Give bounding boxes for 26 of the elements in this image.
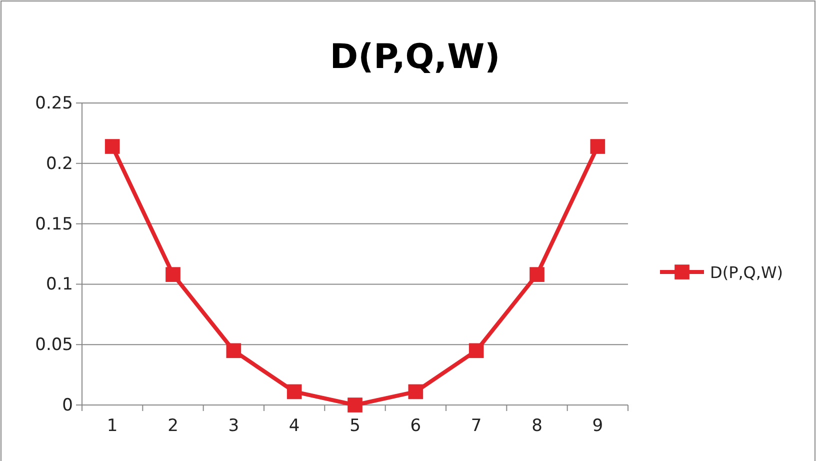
x-tick-label: 2 <box>168 416 178 436</box>
point <box>226 343 242 358</box>
x-tick-label: 8 <box>532 416 542 436</box>
x-tick-label: 9 <box>592 416 604 436</box>
y-tick-label: 0.05 <box>35 335 73 356</box>
y-tick-label: 0.15 <box>35 214 73 234</box>
x-tick-label: 4 <box>288 416 300 436</box>
x-tick-label: 1 <box>106 416 118 436</box>
point <box>408 384 424 400</box>
x-tick-label: 7 <box>470 416 482 436</box>
point <box>348 398 362 412</box>
point <box>530 267 544 282</box>
legend-label: D(P,Q,W) <box>710 263 784 282</box>
point <box>468 343 484 358</box>
point <box>166 267 180 282</box>
x-tick-label: 6 <box>410 416 422 436</box>
x-tick-label: 5 <box>350 416 360 436</box>
y-tick-label: 0.1 <box>46 274 73 295</box>
y-tick-label: 0.2 <box>46 154 73 174</box>
point <box>104 139 120 154</box>
point <box>286 384 302 400</box>
chart-title: D(P,Q,W) <box>330 37 500 77</box>
y-tick-label: 0.25 <box>35 93 73 114</box>
x-tick-label: 3 <box>228 416 240 436</box>
y-tick-label: 0 <box>62 395 73 416</box>
point <box>590 139 606 154</box>
